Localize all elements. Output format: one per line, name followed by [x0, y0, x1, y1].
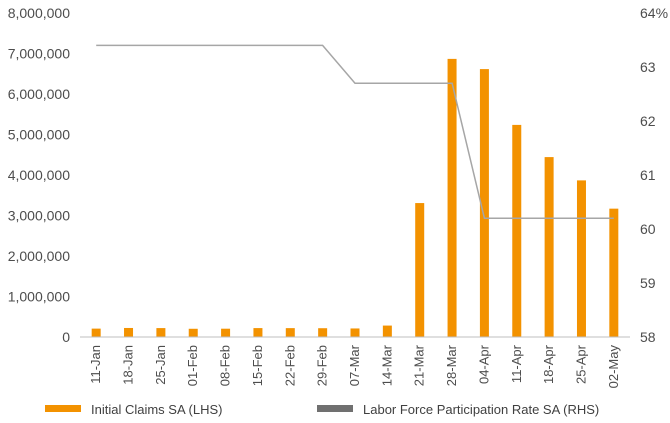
- y-right-tick-label: 63: [640, 59, 656, 75]
- bar: [91, 328, 101, 337]
- x-tick-label: 08-Feb: [218, 345, 233, 386]
- y-right-tick-label: 64%: [640, 5, 668, 21]
- x-tick-label: 01-Feb: [185, 345, 200, 386]
- bar: [350, 328, 360, 337]
- y-axis-right: 58 59 60 61 62 63 64%: [640, 5, 668, 345]
- bar: [124, 327, 134, 337]
- y-axis-left: 0 1,000,000 2,000,000 3,000,000 4,000,000 5,0…: [8, 5, 71, 345]
- bar: [609, 208, 619, 337]
- x-tick-label: 02-May: [606, 345, 621, 389]
- y-right-tick-label: 62: [640, 113, 656, 129]
- x-tick-label: 25-Apr: [573, 344, 588, 384]
- y-left-tick-label: 3,000,000: [8, 208, 70, 224]
- bar: [447, 58, 457, 337]
- y-left-tick-label: 2,000,000: [8, 248, 70, 264]
- y-left-tick-label: 1,000,000: [8, 289, 70, 305]
- y-right-tick-label: 59: [640, 275, 656, 291]
- legend-item-claims: Initial Claims SA (LHS): [45, 402, 222, 417]
- bar: [576, 180, 586, 337]
- bar: [156, 328, 166, 337]
- y-left-tick-label: 8,000,000: [8, 5, 70, 21]
- y-left-tick-label: 4,000,000: [8, 167, 70, 183]
- x-tick-label: 29-Feb: [315, 345, 330, 386]
- x-tick-label: 22-Feb: [282, 345, 297, 386]
- x-tick-label: 28-Mar: [444, 344, 459, 386]
- y-left-tick-label: 0: [62, 329, 70, 345]
- y-right-tick-label: 58: [640, 329, 656, 345]
- x-tick-label: 21-Mar: [412, 344, 427, 386]
- legend: Initial Claims SA (LHS) Labor Force Part…: [45, 402, 599, 417]
- x-tick-label: 25-Jan: [153, 345, 168, 385]
- bar: [221, 328, 231, 337]
- bar: [415, 203, 425, 337]
- bar: [544, 157, 554, 337]
- bar: [253, 328, 263, 337]
- legend-item-participation: Labor Force Participation Rate SA (RHS): [317, 402, 599, 417]
- legend-label-participation: Labor Force Participation Rate SA (RHS): [363, 402, 599, 417]
- bar-series: [91, 58, 619, 338]
- bar: [479, 69, 489, 337]
- x-tick-label: 18-Jan: [121, 345, 136, 385]
- y-left-tick-label: 7,000,000: [8, 46, 70, 62]
- bar: [382, 325, 392, 337]
- line-series: [96, 44, 614, 219]
- bar: [188, 328, 198, 337]
- x-tick-label: 11-Jan: [88, 345, 103, 384]
- x-tick-label: 14-Mar: [379, 344, 394, 386]
- x-tick-label: 11-Apr: [509, 344, 524, 383]
- bar: [285, 328, 295, 337]
- y-right-tick-label: 60: [640, 221, 656, 237]
- legend-swatch-claims: [45, 405, 81, 412]
- y-left-tick-label: 6,000,000: [8, 86, 70, 102]
- bar: [512, 124, 522, 338]
- x-tick-label: 18-Apr: [541, 344, 556, 384]
- bar: [318, 328, 328, 337]
- y-left-tick-label: 5,000,000: [8, 127, 70, 143]
- x-tick-label: 15-Feb: [250, 345, 265, 386]
- x-axis: 11-Jan 18-Jan 25-Jan 01-Feb 08-Feb 15-Feb 22-F…: [88, 344, 621, 388]
- legend-swatch-participation: [317, 405, 353, 412]
- participation-line: [96, 44, 614, 219]
- x-tick-label: 04-Apr: [476, 344, 491, 384]
- x-tick-label: 07-Mar: [347, 344, 362, 386]
- legend-label-claims: Initial Claims SA (LHS): [91, 402, 222, 417]
- y-right-tick-label: 61: [640, 167, 656, 183]
